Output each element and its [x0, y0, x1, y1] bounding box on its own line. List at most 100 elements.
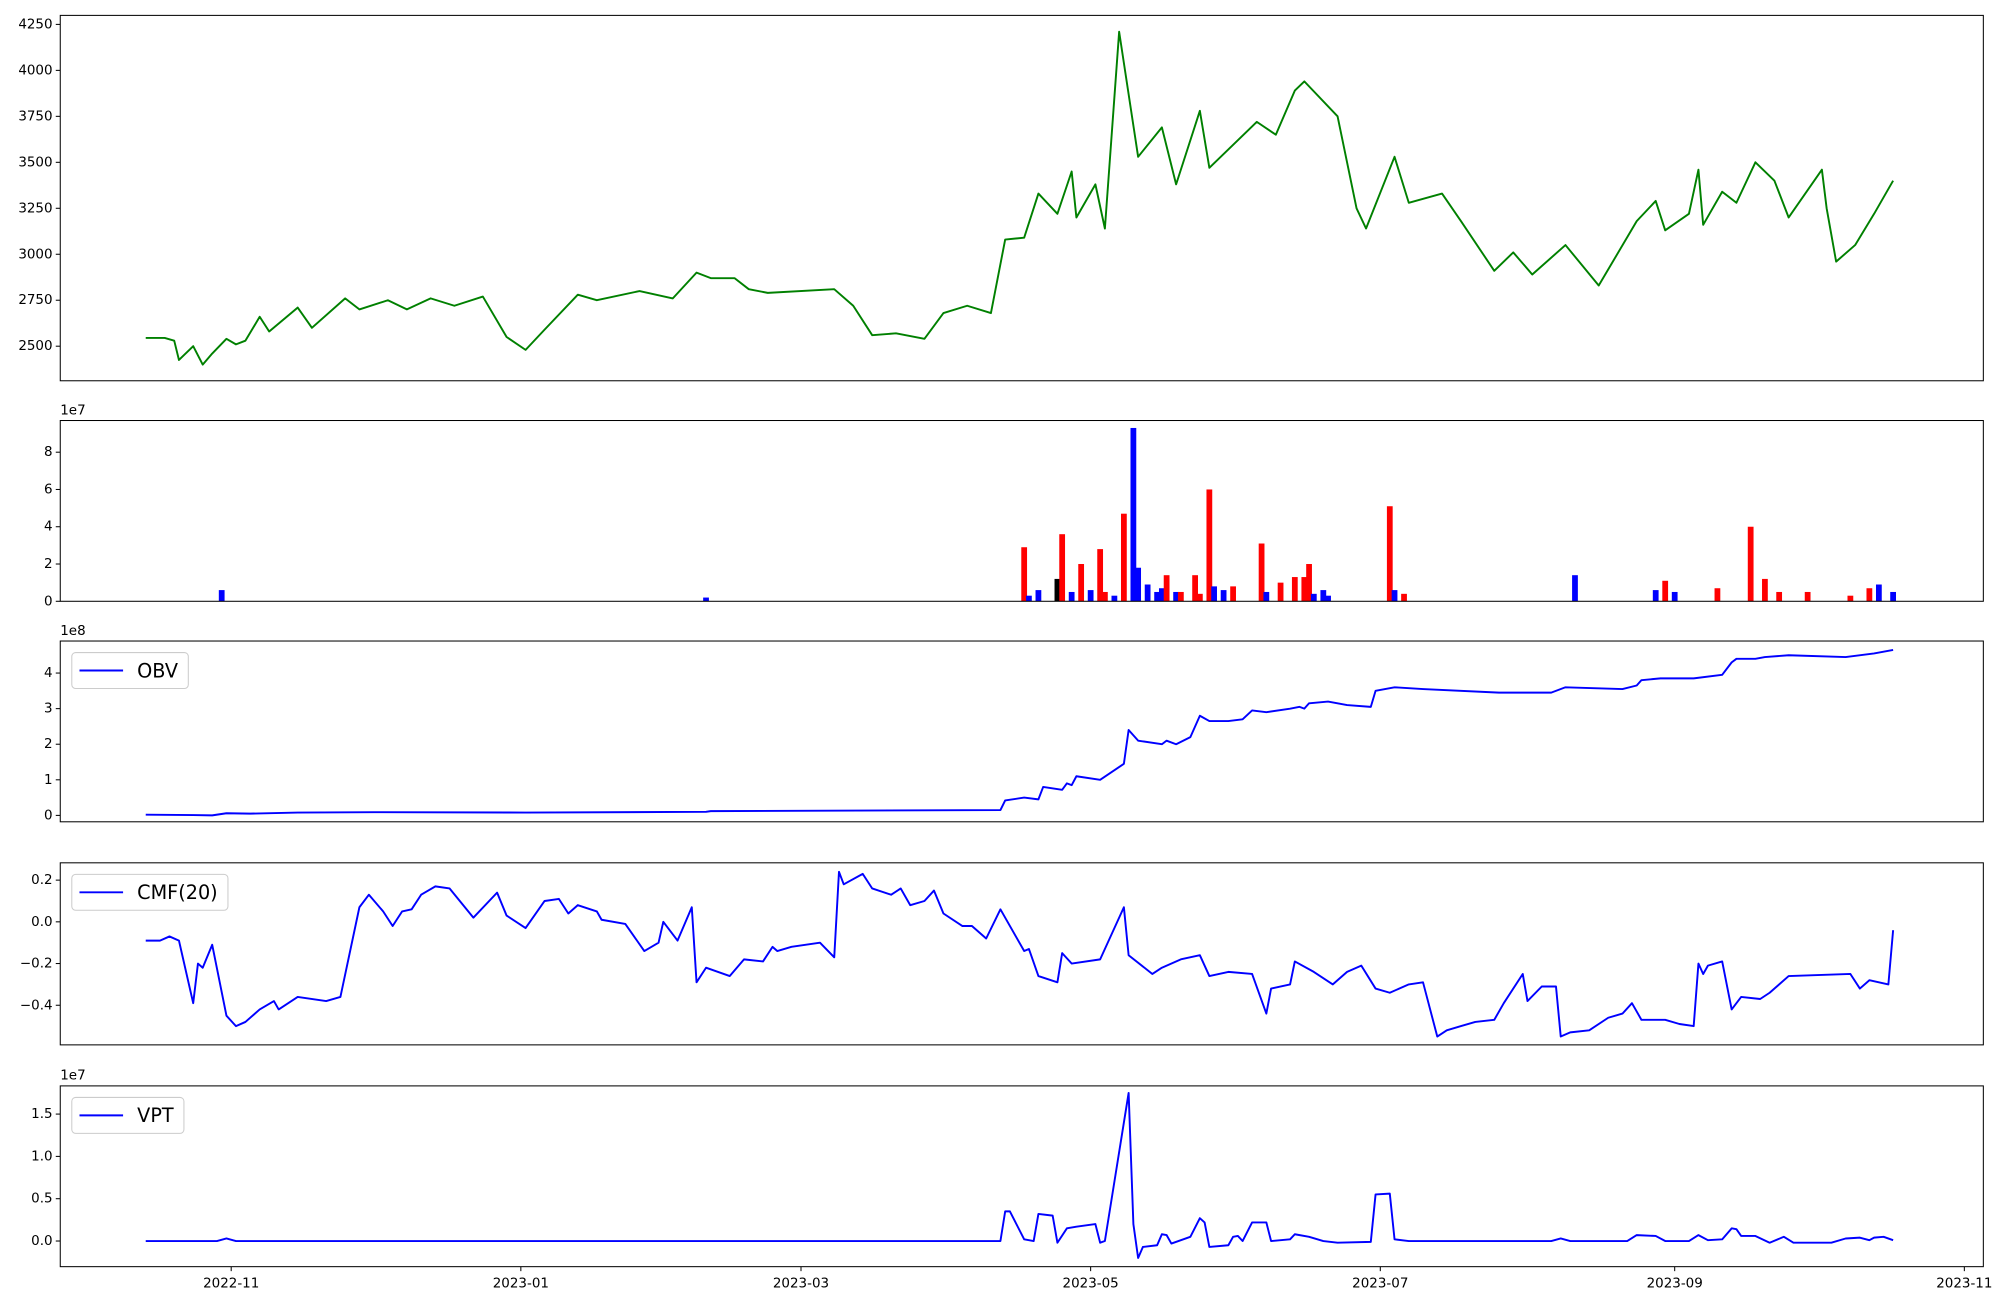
- volume-bar: [1401, 593, 1407, 602]
- volume-bar: [1120, 513, 1127, 602]
- volume-bar: [1671, 591, 1678, 602]
- y-tick-label: 0.2: [31, 873, 52, 888]
- volume-bar: [1196, 593, 1203, 602]
- legend-box: [71, 652, 189, 689]
- y-tick-label: 3500: [18, 155, 52, 170]
- volume-bar: [1130, 427, 1137, 602]
- volume-bar: [1054, 578, 1061, 602]
- volume-bar: [1068, 591, 1075, 602]
- y-tick-label: 4250: [18, 17, 52, 32]
- subplot: 0 1 2 3 4 1e8 OBV: [44, 624, 1984, 823]
- volume-bar: [1097, 549, 1104, 602]
- y-tick-label: 2750: [18, 293, 52, 308]
- volume-bar: [1059, 534, 1066, 602]
- volume-bar: [1192, 575, 1198, 602]
- y-tick-label: 2: [44, 557, 53, 572]
- x-tick-label: 2023-01: [493, 1276, 549, 1291]
- volume-bar: [1277, 582, 1284, 602]
- volume-bar: [1391, 590, 1398, 602]
- axes-frame: [59, 1085, 1984, 1268]
- volume-bar: [1263, 591, 1270, 602]
- y-tick-label: 0.0: [31, 915, 52, 930]
- y-tick-label: 1: [44, 773, 53, 788]
- subplot: 2500 2750 3000 3250 3500 3750 4000 4250: [18, 14, 1984, 382]
- x-tick-label: 2023-11: [1936, 1276, 1992, 1291]
- legend-box: [71, 1096, 185, 1134]
- legend: CMF(20): [71, 873, 229, 911]
- volume-bar: [1804, 591, 1811, 602]
- volume-bar: [1111, 595, 1118, 602]
- legend-box: [71, 873, 229, 911]
- y-tick-label: 2500: [18, 339, 52, 354]
- volume-bar: [1177, 591, 1184, 602]
- axes-frame: [59, 862, 1984, 1046]
- volume-bar: [1875, 584, 1882, 602]
- legend: OBV: [71, 652, 189, 689]
- y-tick-label: 3000: [18, 247, 52, 262]
- volume-bar: [1102, 591, 1108, 602]
- subplot: 0 2 4 6 8 1e7: [44, 403, 1984, 609]
- y-tick-label: −0.2: [20, 957, 53, 972]
- volume-bar: [1173, 591, 1180, 602]
- volume-bar: [1301, 577, 1308, 602]
- series-line: [145, 870, 1895, 1038]
- y-tick-label: 3250: [18, 201, 52, 216]
- x-tick-label: 2023-09: [1647, 1276, 1703, 1291]
- volume-bar: [1320, 590, 1327, 602]
- volume-bar: [1135, 567, 1142, 602]
- volume-bar: [1747, 526, 1754, 602]
- y-tick-label: 2: [44, 737, 53, 752]
- volume-bar: [703, 597, 709, 602]
- y-tick-label: 6: [44, 482, 53, 497]
- volume-bar: [1662, 580, 1669, 602]
- y-tick-label: 0: [44, 594, 53, 609]
- series-line: [145, 648, 1894, 817]
- volume-bar: [1714, 588, 1721, 602]
- volume-bar: [1310, 593, 1317, 602]
- volume-bar: [1144, 584, 1151, 602]
- legend: VPT: [71, 1096, 185, 1134]
- volume-bar: [1078, 564, 1085, 602]
- volume-bar: [218, 590, 225, 602]
- x-tick-label: 2023-05: [1063, 1276, 1119, 1291]
- y-tick-label: 1.5: [31, 1107, 52, 1122]
- volume-bar: [1026, 595, 1032, 602]
- volume-bar: [1220, 590, 1227, 602]
- volume-bar: [1866, 588, 1873, 602]
- volume-bar: [1258, 543, 1265, 602]
- volume-bar: [1776, 591, 1783, 602]
- axes-frame: [59, 420, 1984, 602]
- axis-offset-label: 1e7: [60, 1069, 85, 1084]
- y-tick-label: 3: [44, 702, 53, 717]
- volume-bar: [1762, 578, 1768, 602]
- volume-bar: [1890, 591, 1896, 602]
- x-tick-label: 2023-03: [773, 1276, 829, 1291]
- volume-bar: [1386, 506, 1393, 602]
- volume-bar: [1306, 564, 1312, 602]
- volume-bar: [1325, 595, 1331, 602]
- legend-label: CMF(20): [137, 881, 218, 904]
- subplot: 0.0 0.5 1.0 1.5 2022-11 2023-01 2023-03 2023-05…: [31, 1069, 1992, 1292]
- volume-bar: [1206, 489, 1213, 602]
- y-tick-label: 0.5: [31, 1192, 52, 1207]
- volume-bar: [1163, 575, 1170, 602]
- volume-bar: [1158, 588, 1165, 602]
- series-line: [145, 1091, 1894, 1259]
- legend-label: VPT: [137, 1104, 174, 1127]
- series-line: [145, 30, 1894, 366]
- y-tick-label: 4: [44, 666, 53, 681]
- volume-bar: [1211, 586, 1217, 602]
- y-tick-label: 3750: [18, 109, 52, 124]
- volume-bar: [1230, 586, 1236, 602]
- volume-bar: [1021, 547, 1028, 602]
- axes-frame: [59, 14, 1984, 382]
- y-tick-label: −0.4: [20, 998, 53, 1013]
- axes-frame: [59, 640, 1984, 823]
- y-tick-label: 4000: [18, 63, 52, 78]
- subplot: −0.4 −0.2 0.0 0.2 CMF(20): [20, 862, 1984, 1046]
- volume-bar: [1847, 595, 1854, 602]
- volume-bar: [1291, 577, 1298, 602]
- x-tick-label: 2022-11: [203, 1276, 259, 1291]
- volume-bar: [1035, 590, 1042, 602]
